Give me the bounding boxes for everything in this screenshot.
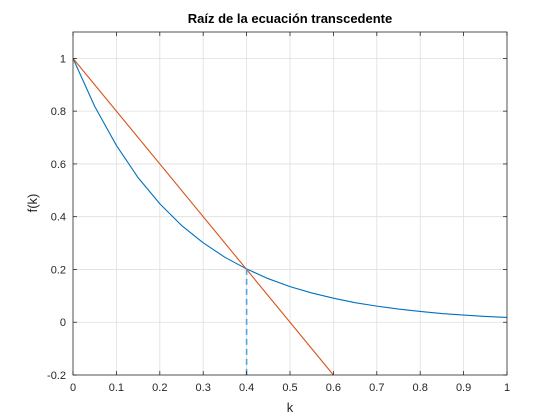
tick-labels: 0 0.1 0.2 0.3 0.4 0.5 0.6 0.7 0.8 0.9 1 -0.2 0 0.2 0.4… — [47, 53, 510, 394]
chart-title: Raíz de la ecuación transcedente — [188, 11, 392, 26]
x-tick-label: 0 — [70, 382, 76, 394]
x-tick-label: 0.2 — [152, 382, 167, 394]
y-tick-label: 1 — [60, 53, 66, 65]
x-axis-label: k — [287, 400, 294, 415]
x-tick-label: 0.5 — [282, 382, 297, 394]
x-tick-label: 0.1 — [109, 382, 124, 394]
y-tick-label: -0.2 — [47, 370, 66, 382]
y-tick-label: 0 — [60, 317, 66, 329]
y-tick-label: 0.8 — [51, 106, 66, 118]
y-axis-label: f(k) — [25, 194, 40, 213]
x-tick-label: 0.4 — [239, 382, 254, 394]
ticks — [72, 32, 508, 376]
x-tick-label: 0.9 — [456, 382, 471, 394]
series-line — [72, 58, 334, 376]
x-tick-label: 0.3 — [196, 382, 211, 394]
x-tick-label: 0.7 — [369, 382, 384, 394]
x-tick-label: 0.8 — [413, 382, 428, 394]
y-tick-label: 0.6 — [51, 159, 66, 171]
x-tick-label: 0.6 — [326, 382, 341, 394]
y-tick-label: 0.4 — [51, 212, 66, 224]
series-line — [72, 58, 508, 319]
x-tick-label: 1 — [504, 382, 510, 394]
y-tick-label: 0.2 — [51, 264, 66, 276]
series-layer — [72, 58, 508, 376]
